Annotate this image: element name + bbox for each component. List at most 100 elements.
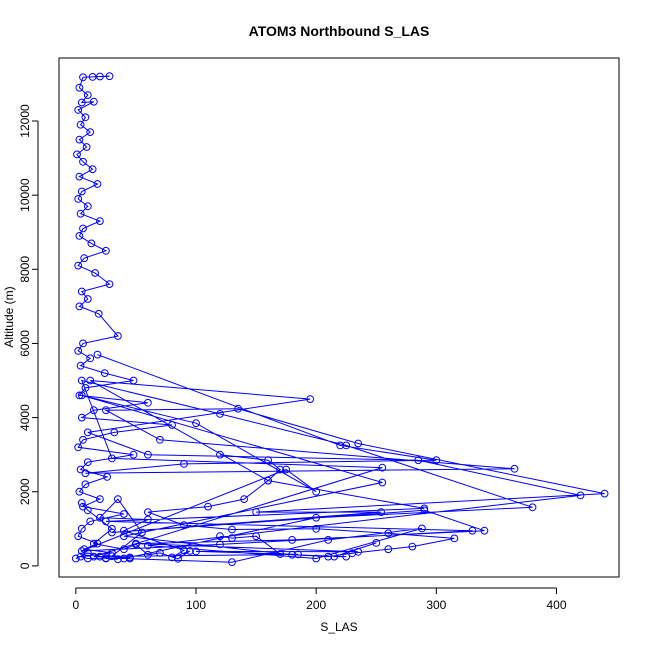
data-point: [105, 280, 114, 289]
data-point: [81, 469, 90, 478]
data-point: [81, 480, 90, 489]
data-point: [93, 180, 102, 188]
x-axis-label: S_LAS: [320, 620, 357, 634]
y-tick-label: 8000: [18, 256, 32, 283]
data-point: [89, 539, 98, 548]
data-point: [234, 404, 243, 413]
data-point: [450, 534, 459, 543]
data-point: [180, 521, 188, 529]
data-point: [74, 532, 83, 541]
data-point: [288, 536, 297, 544]
data-point: [378, 463, 387, 472]
data-point: [89, 97, 98, 106]
data-point: [180, 546, 188, 555]
x-tick-label: 200: [306, 598, 326, 612]
x-axis: 0 100 200 300 400: [72, 587, 567, 612]
data-point: [282, 465, 291, 474]
data-point: [480, 526, 489, 535]
data-point: [83, 506, 92, 515]
data-point: [94, 309, 103, 318]
data-point: [74, 261, 83, 270]
data-point: [88, 73, 97, 81]
data-point: [216, 450, 224, 459]
data-point: [192, 419, 200, 428]
data-point: [96, 495, 104, 504]
data-point: [83, 458, 92, 467]
y-tick-label: 10000: [18, 178, 32, 212]
series-line: [75, 498, 191, 560]
data-point: [377, 508, 386, 516]
data-point: [86, 128, 95, 137]
data-point: [144, 550, 152, 559]
data-point: [600, 489, 609, 498]
y-tick-label: 4000: [18, 404, 32, 431]
data-point: [89, 552, 98, 561]
data-point: [576, 491, 585, 500]
data-point: [432, 456, 441, 465]
data-point: [342, 441, 351, 450]
data-point: [252, 508, 261, 516]
data-point: [468, 526, 477, 535]
data-point: [79, 157, 87, 166]
x-tick-label: 0: [72, 598, 79, 612]
y-tick-label: 6000: [18, 330, 32, 357]
data-point: [77, 287, 86, 296]
data-point: [264, 476, 273, 485]
data-point: [372, 539, 381, 547]
data-point: [264, 456, 273, 465]
data-point: [82, 143, 91, 151]
data-point: [108, 524, 116, 533]
data-point: [86, 517, 95, 526]
data-point: [120, 545, 128, 554]
data-point: [74, 347, 83, 355]
data-point: [77, 499, 86, 507]
data-point: [76, 209, 85, 218]
data-point: [74, 106, 83, 114]
data-point: [144, 398, 152, 407]
data-point: [144, 508, 152, 516]
series-line: [80, 354, 605, 563]
data-point: [83, 202, 92, 211]
data-point: [77, 376, 86, 385]
data-point: [204, 502, 212, 511]
data-point: [276, 550, 285, 558]
x-tick-label: 100: [186, 598, 206, 612]
y-tick-label: 2000: [18, 478, 32, 505]
data-point: [276, 465, 285, 474]
x-tick-label: 400: [546, 598, 566, 612]
data-point: [76, 361, 85, 370]
data-point: [73, 150, 81, 159]
data-point: [77, 187, 86, 196]
data-point: [354, 439, 363, 448]
data-point: [168, 553, 176, 562]
data-point: [125, 554, 134, 563]
data-point: [75, 302, 84, 311]
data-point: [510, 464, 519, 473]
data-point: [103, 473, 111, 481]
data-point: [252, 532, 261, 541]
data-point: [228, 558, 236, 567]
y-axis-label: Altitude (m): [2, 286, 16, 347]
data-point: [384, 545, 393, 554]
data-point: [180, 460, 188, 468]
data-point: [348, 549, 357, 558]
data-point: [336, 441, 345, 450]
data-point: [156, 549, 164, 557]
data-point: [100, 369, 109, 378]
data-point: [240, 495, 249, 504]
data-point: [408, 542, 417, 551]
data-point: [342, 552, 351, 561]
data-point: [88, 165, 97, 174]
data-point: [105, 72, 114, 81]
data-point: [144, 450, 152, 459]
data-point: [71, 554, 80, 563]
data-point: [312, 554, 321, 563]
data-point: [74, 195, 83, 203]
data-point: [120, 510, 128, 518]
data-point: [132, 540, 140, 549]
data-point: [96, 513, 104, 522]
data-point: [312, 524, 321, 533]
data-point: [324, 552, 333, 561]
data-point: [114, 555, 122, 564]
data-point: [228, 534, 236, 542]
